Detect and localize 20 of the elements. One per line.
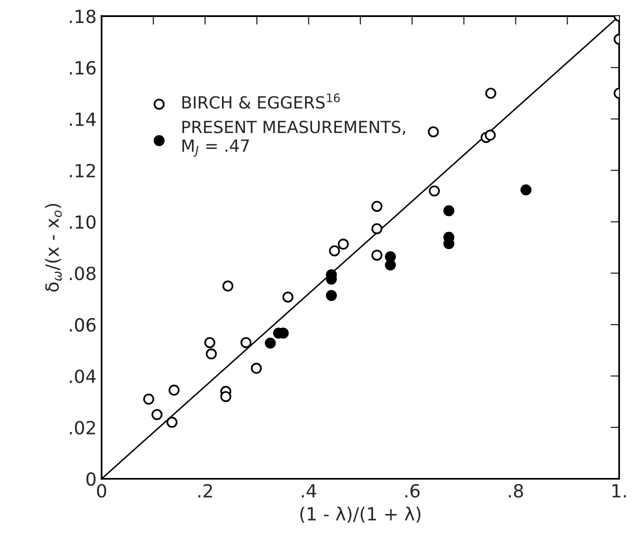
y-tick-label: .16 — [70, 61, 96, 75]
y-tick-label: .08 — [70, 266, 96, 280]
legend-label: BIRCH & EGGERS$^{16}$ — [182, 93, 340, 109]
y-tick-label: .10 — [70, 215, 96, 229]
y-tick-label: .06 — [70, 318, 96, 332]
x-tick-label: .2 — [198, 484, 212, 498]
y-tick-label: .02 — [70, 420, 95, 435]
x-tick-label: .4 — [302, 484, 316, 498]
y-tick-label: .18 — [70, 10, 96, 24]
y-axis-title: δ$_{ω}$/(x - x$_{o}$) — [44, 204, 62, 292]
x-tick-label: .6 — [405, 484, 420, 498]
y-tick-label: 0 — [86, 472, 96, 486]
y-tick-label: .14 — [70, 112, 96, 126]
legend-label: PRESENT MEASUREMENTS, M$_{J}$ = .47 — [182, 120, 406, 157]
x-tick-label: .8 — [508, 484, 523, 498]
y-tick-label: .12 — [70, 164, 95, 178]
x-tick-label: 0 — [97, 484, 106, 498]
y-tick-label: .04 — [70, 369, 96, 384]
x-axis-title: (1 - λ)/(1 + λ) — [300, 506, 420, 523]
x-tick-label: 1. — [612, 484, 626, 498]
